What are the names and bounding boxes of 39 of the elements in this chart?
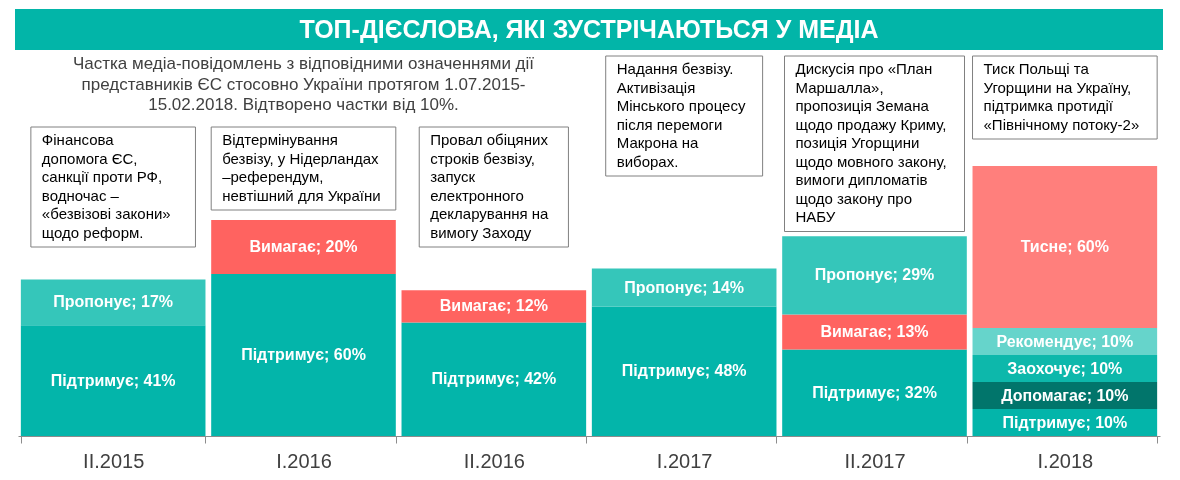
annotation: Провал обіцяних строків безвізу, запуск електронного декларування на вимогу Заходу bbox=[430, 131, 550, 241]
text: Тиск Польщі та Угорщини на Україну, підтримка протидії «Північному потоку-2» bbox=[983, 60, 1140, 133]
data-label: Тисне; 60% bbox=[1020, 238, 1109, 255]
data-label: Підтримує; 10% bbox=[1002, 413, 1128, 431]
bar bbox=[20, 325, 206, 436]
data-label: Вимагає; 12% bbox=[439, 297, 548, 315]
annotation: Відтермінування безвізу, у Нідерландах –референдум, невтішний для України bbox=[222, 131, 381, 204]
data-label: Пропонує; 17% bbox=[53, 293, 174, 311]
data-label: Підтримує; 60% bbox=[241, 346, 366, 363]
data-label: Підтримує; 42% bbox=[431, 370, 557, 388]
data-label: Пропонує; 29% bbox=[814, 266, 935, 284]
chart-subtitle: Частка медіа-повідомлень з відповідними означеннями дії представників ЄС стосовно України протягом 1.07.2015- 15.02.2018. Відтворено частки від 10%. bbox=[72, 54, 535, 114]
bar bbox=[211, 220, 396, 274]
data-label: Підтримує; 32% bbox=[812, 383, 937, 401]
data-label: Пропонує; 14% bbox=[624, 278, 745, 296]
annotation: Фінансова допомога ЄС, санкції проти РФ, водночас – «безвізові закони» щодо реформ. bbox=[41, 131, 171, 241]
bar bbox=[211, 274, 396, 436]
annotation: Надання безвізу. Активізація Мінського процесу після перемоги Макрона на виборах. bbox=[616, 60, 746, 170]
data-label: Підтримує; 41% bbox=[50, 371, 176, 389]
chart-title: ТОП-ДІЄСЛОВА, ЯКІ ЗУСТРІЧАЮТЬСЯ У МЕДІА bbox=[299, 15, 879, 43]
x-tick-label: I.2018 bbox=[1037, 449, 1094, 472]
x-tick-label: II.2016 bbox=[463, 449, 525, 472]
data-label: Вимагає; 20% bbox=[249, 238, 358, 255]
x-tick-label: II.2015 bbox=[83, 449, 145, 472]
bar bbox=[591, 306, 777, 436]
bar bbox=[782, 349, 967, 436]
bar bbox=[401, 322, 587, 436]
data-label: Рекомендує; 10% bbox=[996, 332, 1134, 350]
x-tick-label: I.2017 bbox=[656, 449, 713, 472]
bar bbox=[972, 166, 1158, 328]
bar bbox=[782, 236, 967, 315]
x-tick-label: I.2016 bbox=[276, 449, 332, 472]
x-tick-label: II.2017 bbox=[844, 449, 906, 472]
data-label: Заохочує; 10% bbox=[1007, 359, 1123, 377]
bar bbox=[20, 279, 206, 326]
data-label: Допомагає; 10% bbox=[1001, 386, 1129, 404]
text: Дискусія про «План Маршалла», пропозиція Земана щодо продажу Криму, позиція Угорщини щодо мовного закону, вимоги дипломатів щодо закону про НАБУ bbox=[795, 60, 947, 225]
data-label: Вимагає; 13% bbox=[820, 323, 929, 341]
data-label: Підтримує; 48% bbox=[621, 362, 747, 380]
